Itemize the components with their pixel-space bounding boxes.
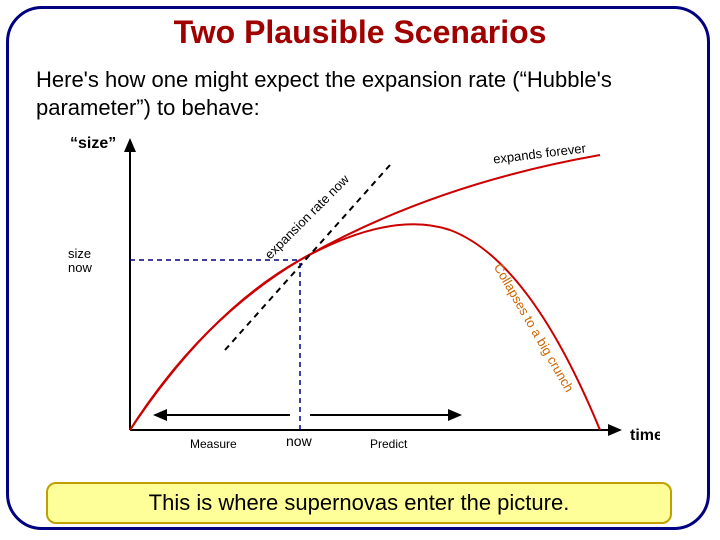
- chart-area: “size”timenowsizenowexpands foreverColla…: [60, 130, 660, 450]
- svg-text:Predict: Predict: [370, 437, 408, 450]
- bottom-note: This is where supernovas enter the pictu…: [46, 482, 672, 524]
- svg-text:Collapses to a big crunch: Collapses to a big crunch: [491, 261, 577, 395]
- slide-subtitle: Here's how one might expect the expansio…: [36, 66, 684, 121]
- svg-text:size: size: [68, 246, 91, 261]
- svg-text:now: now: [68, 260, 92, 275]
- svg-text:now: now: [286, 433, 313, 449]
- svg-text:“size”: “size”: [70, 135, 116, 152]
- slide-title: Two Plausible Scenarios: [0, 14, 720, 51]
- svg-text:time: time: [630, 427, 660, 444]
- chart-svg: “size”timenowsizenowexpands foreverColla…: [60, 130, 660, 450]
- svg-text:Measure: Measure: [190, 437, 237, 450]
- svg-text:expands forever: expands forever: [492, 140, 587, 166]
- svg-text:expansion rate now: expansion rate now: [262, 171, 353, 262]
